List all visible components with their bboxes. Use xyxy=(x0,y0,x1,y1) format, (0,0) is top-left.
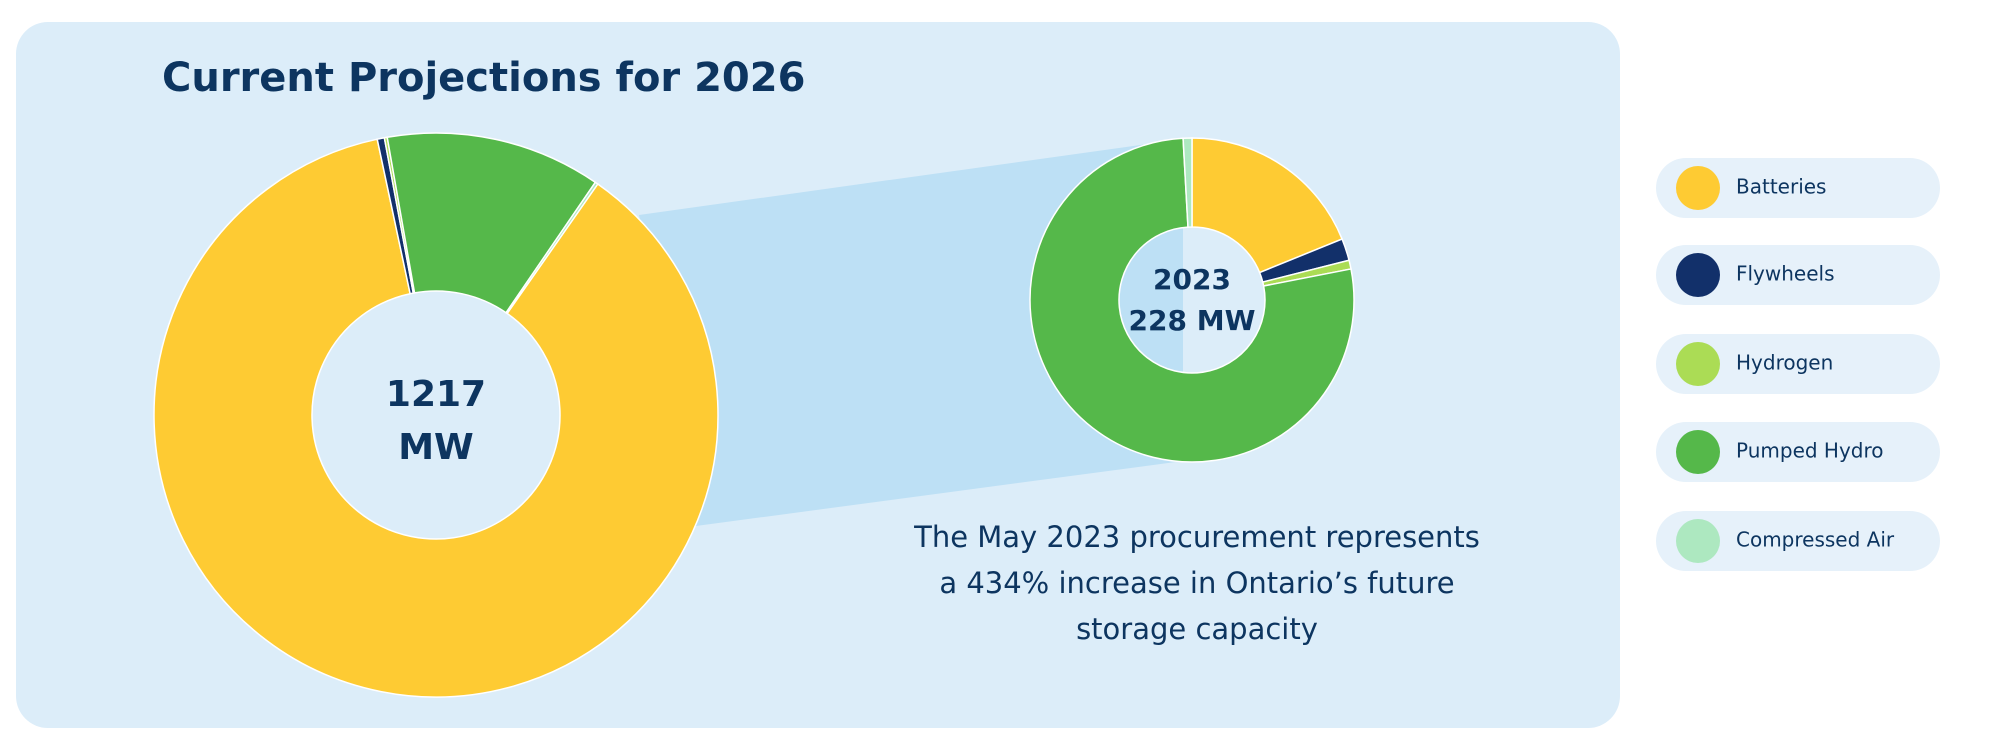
chart-title: Current Projections for 2026 xyxy=(162,55,805,101)
donut-slice xyxy=(153,138,719,698)
legend-item xyxy=(1656,422,1940,482)
legend-item xyxy=(1656,245,1940,305)
annotation: storage capacity xyxy=(1076,612,1318,646)
legend-label: Compressed Air xyxy=(1736,528,1895,552)
donut-slice xyxy=(1191,137,1344,274)
donut-slice xyxy=(386,132,597,314)
donut-slice xyxy=(505,181,599,315)
legend-swatch xyxy=(1676,166,1720,210)
legend-label: Pumped Hydro xyxy=(1736,439,1884,463)
legend: Batteries Flywheels Hydrogen Pumped Hydro Co… xyxy=(1656,158,1940,571)
donut-slice xyxy=(1029,137,1355,463)
legend-item xyxy=(1656,334,1940,394)
donut-slice xyxy=(1182,137,1193,228)
legend-label: Hydrogen xyxy=(1736,351,1833,375)
legend-label: Batteries xyxy=(1736,175,1826,199)
legend-label: Flywheels xyxy=(1736,262,1835,286)
legend-swatch xyxy=(1676,253,1720,297)
annotation: The May 2023 procurement represents xyxy=(913,520,1480,554)
center-label: 228 MW xyxy=(1129,304,1256,337)
center-label: 2023 xyxy=(1153,263,1231,296)
annotation: a 434% increase in Ontario’s future xyxy=(939,566,1454,600)
legend-item xyxy=(1656,511,1940,571)
center-label: MW xyxy=(398,427,474,468)
legend-swatch xyxy=(1676,342,1720,386)
legend-swatch xyxy=(1676,430,1720,474)
charts: 1217 MW 2023 228 MW xyxy=(153,132,1355,698)
legend-swatch xyxy=(1676,519,1720,563)
center-label: 1217 xyxy=(386,374,486,415)
legend-item xyxy=(1656,158,1940,218)
